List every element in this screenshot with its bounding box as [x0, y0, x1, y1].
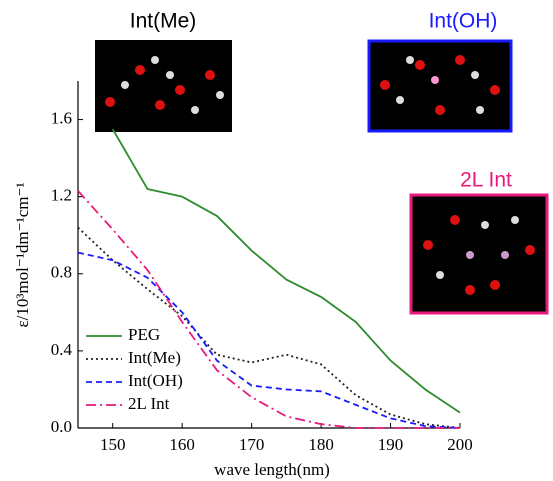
- annotation: 2L Int: [460, 169, 512, 192]
- legend-label: Int(OH): [128, 371, 183, 390]
- y-axis-label: ε/10³mol⁻¹dm⁻¹cm⁻¹: [13, 182, 32, 327]
- molecule-image: [369, 41, 511, 131]
- x-tick-label: 190: [378, 435, 404, 454]
- x-tick-label: 160: [169, 435, 195, 454]
- y-tick-label: 1.6: [51, 108, 72, 127]
- annotation: Int(Me): [130, 10, 197, 33]
- y-tick-label: 1.2: [51, 186, 72, 205]
- x-tick-label: 200: [447, 435, 473, 454]
- legend-label: Int(Me): [128, 348, 181, 367]
- legend-label: 2L Int: [128, 394, 170, 413]
- chart: ε/10³mol⁻¹dm⁻¹cm⁻¹ wave length(nm) 0.0 0.…: [0, 0, 553, 481]
- x-tick-label: 180: [308, 435, 334, 454]
- annotation: Int(OH): [429, 10, 498, 33]
- x-axis-label: wave length(nm): [214, 460, 330, 479]
- y-tick-label: 0.8: [51, 263, 72, 282]
- x-tick-label: 170: [239, 435, 265, 454]
- molecule-image: [411, 195, 547, 313]
- molecule-image: [95, 40, 232, 132]
- x-tick-label: 150: [100, 435, 126, 454]
- y-tick-label: 0.4: [51, 340, 73, 359]
- y-tick-label: 0.0: [51, 417, 72, 436]
- series-line: [78, 191, 460, 428]
- legend-label: PEG: [128, 325, 160, 344]
